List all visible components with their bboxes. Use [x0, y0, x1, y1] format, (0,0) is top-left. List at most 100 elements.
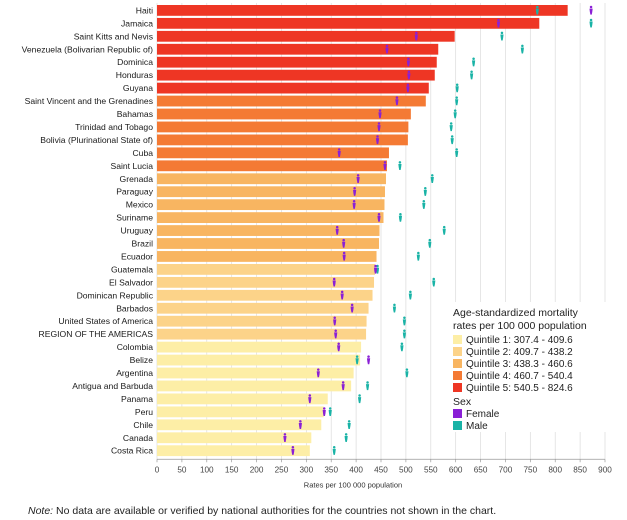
category-label: United States of America — [58, 316, 153, 326]
bar — [157, 289, 373, 301]
legend-sex-title: Sex — [453, 396, 472, 408]
bar — [157, 17, 540, 29]
x-tick-label: 350 — [324, 465, 338, 474]
category-label: Belize — [130, 355, 154, 365]
male-marker — [449, 122, 453, 132]
x-tick-label: 0 — [155, 465, 160, 474]
bar — [157, 341, 362, 353]
male-marker — [408, 290, 412, 300]
category-label: Antigua and Barbuda — [72, 381, 153, 391]
legend-label: Quintile 2: 409.7 - 438.2 — [466, 347, 573, 358]
legend-label: Quintile 1: 307.4 - 409.6 — [466, 335, 573, 346]
male-marker — [344, 433, 348, 442]
x-tick-label: 600 — [449, 465, 463, 474]
bar — [157, 43, 439, 55]
bar — [157, 328, 367, 340]
male-marker — [402, 329, 406, 339]
sex-markers — [283, 5, 593, 455]
female-marker — [406, 83, 410, 93]
female-marker — [383, 161, 387, 170]
female-marker — [414, 31, 418, 41]
female-marker — [352, 200, 356, 209]
legend-label: Quintile 3: 438.3 - 460.6 — [466, 359, 573, 370]
male-marker — [400, 342, 404, 352]
category-label: Honduras — [116, 70, 153, 80]
category-label: Costa Rica — [111, 446, 153, 456]
category-label: Uruguay — [121, 226, 154, 236]
female-marker — [385, 44, 389, 54]
male-marker — [332, 446, 336, 455]
bar — [157, 432, 312, 444]
category-label: Mexico — [126, 200, 153, 210]
category-label: Ecuador — [121, 251, 153, 261]
female-marker — [377, 212, 381, 222]
male-marker — [455, 96, 459, 106]
category-label: Guatemala — [111, 264, 153, 274]
male-marker — [520, 44, 524, 54]
category-label: Venezuela (Bolivarian Republic of) — [22, 44, 154, 54]
x-tick-label: 700 — [499, 465, 513, 474]
x-tick-label: 50 — [177, 465, 187, 474]
bar — [157, 225, 380, 236]
category-label: Suriname — [116, 213, 153, 223]
x-tick-label: 900 — [598, 465, 612, 474]
male-marker — [455, 83, 459, 93]
male-marker — [453, 109, 457, 119]
bar — [157, 30, 455, 42]
male-marker — [328, 407, 332, 417]
female-marker — [350, 303, 354, 313]
legend: Age-standardized mortality rates per 100… — [446, 302, 624, 432]
x-tick-label: 550 — [424, 465, 438, 474]
male-marker — [347, 420, 351, 429]
category-label: Trinidad and Tobago — [75, 122, 153, 132]
legend-label: Quintile 4: 460.7 - 540.4 — [466, 371, 573, 382]
female-marker — [366, 355, 371, 365]
x-tick-label: 200 — [250, 465, 264, 474]
bar — [157, 199, 385, 211]
female-marker — [342, 238, 346, 248]
female-marker — [291, 446, 295, 455]
male-marker — [405, 368, 409, 378]
category-label: Guyana — [123, 83, 153, 93]
category-label: Haiti — [136, 5, 153, 15]
legend-swatch — [453, 371, 462, 380]
male-marker — [430, 174, 434, 183]
bar — [157, 82, 429, 94]
legend-swatch — [453, 359, 462, 368]
male-marker — [355, 355, 359, 365]
male-marker — [535, 5, 539, 15]
category-label: Canada — [123, 433, 153, 443]
bar — [157, 56, 437, 68]
category-label: Dominica — [117, 57, 153, 67]
category-label: Colombia — [117, 342, 154, 352]
category-label: Cuba — [132, 148, 153, 158]
female-marker — [337, 148, 341, 158]
male-marker — [471, 57, 476, 67]
female-marker — [334, 329, 338, 339]
legend-swatch — [453, 383, 462, 392]
bar — [157, 380, 352, 392]
male-marker — [428, 238, 432, 248]
female-marker — [335, 225, 339, 235]
x-axis: 0 50 100 150 200 250 300 350 400 450 500 550 600 650 7… — [155, 458, 612, 489]
bar — [157, 354, 361, 366]
female-marker — [378, 109, 382, 119]
female-marker — [406, 57, 410, 67]
x-tick-label: 500 — [399, 465, 413, 474]
bar — [157, 69, 435, 81]
x-tick-label: 450 — [374, 465, 388, 474]
female-marker — [375, 135, 380, 145]
footnote: Note: No data are available or verified … — [28, 505, 496, 517]
female-marker — [322, 407, 326, 417]
female-marker — [332, 277, 336, 287]
x-tick-label: 300 — [299, 465, 313, 474]
legend-sex-label: Female — [466, 409, 500, 420]
category-label: Peru — [135, 407, 153, 417]
female-marker — [407, 70, 411, 80]
female-marker — [589, 5, 593, 15]
category-label: Barbados — [116, 303, 153, 313]
male-marker — [455, 148, 459, 158]
male-marker — [416, 251, 420, 261]
category-label: REGION OF THE AMERICAS — [39, 329, 154, 339]
female-marker — [377, 122, 381, 132]
